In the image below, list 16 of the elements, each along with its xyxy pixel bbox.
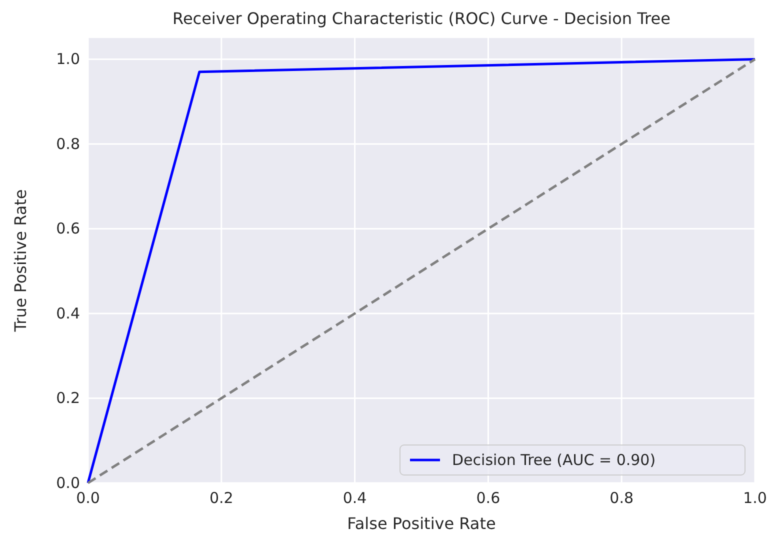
y-tick-label: 0.4 [56, 304, 80, 322]
x-tick-label: 0.8 [610, 489, 634, 507]
y-tick-label: 0.0 [56, 474, 80, 492]
x-axis-title: False Positive Rate [347, 514, 496, 533]
y-axis-title: True Positive Rate [11, 189, 30, 333]
x-tick-label: 1.0 [743, 489, 767, 507]
x-tick-label: 0.0 [76, 489, 100, 507]
x-tick-label: 0.2 [209, 489, 234, 507]
y-tick-label: 1.0 [56, 50, 80, 68]
chart-title: Receiver Operating Characteristic (ROC) Curve - Decision Tree [172, 9, 670, 28]
y-tick-label: 0.8 [56, 134, 80, 153]
y-tick-label: 0.2 [56, 389, 80, 408]
x-tick-label: 0.4 [342, 489, 367, 507]
legend-label: Decision Tree (AUC = 0.90) [452, 451, 656, 469]
x-tick-label: 0.6 [476, 489, 500, 507]
y-tick-label: 0.6 [56, 220, 80, 238]
